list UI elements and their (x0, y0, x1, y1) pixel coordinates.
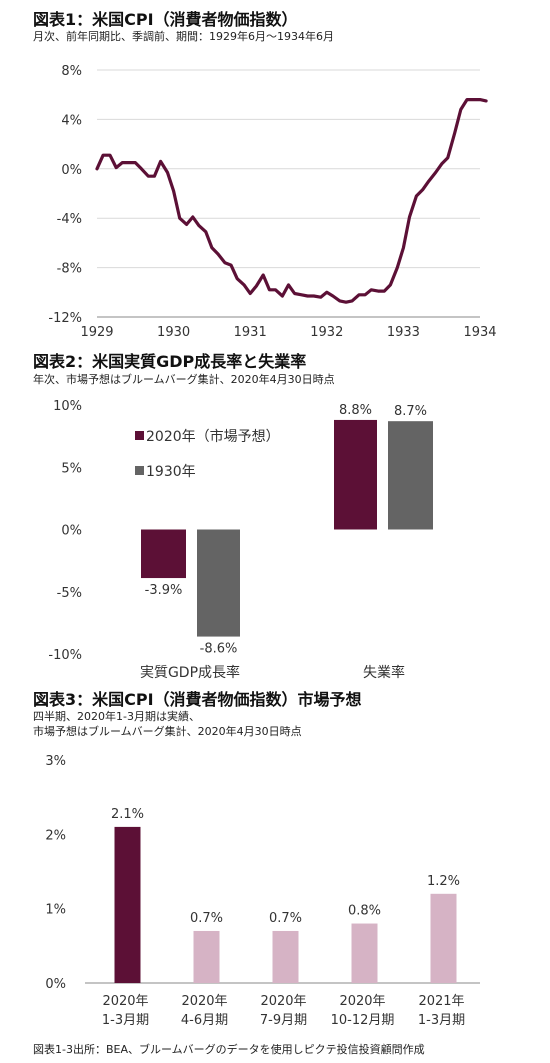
chart1-cpi-line (95, 97, 488, 304)
chart3-data-label: 1.2% (427, 874, 460, 889)
chart2-data-label: 8.8% (339, 403, 372, 418)
chart3-category-quarter: 1-3月期 (102, 1013, 149, 1028)
chart1-y-tick-label: -8% (57, 262, 82, 277)
chart1-x-tick-label: 1933 (387, 325, 420, 340)
chart3-bar (351, 923, 378, 983)
chart2-legend-label: 2020年（市場予想） (146, 428, 280, 445)
chart2-legend-label: 1930年 (146, 464, 196, 480)
chart1-x-tick-label: 1929 (80, 325, 113, 340)
chart2-y-tick-label: -5% (57, 586, 82, 601)
chart3-plot: 3% 2% 1% 0% 2.1% 2020年 1-3月期 0.7% 2020年 4-6月期 0.7%… (45, 754, 480, 1028)
chart3-category-quarter: 7-9月期 (260, 1013, 307, 1028)
chart2-bar (334, 419, 377, 530)
chart1-plot: 8% 4% 0% -4% -8% -12%1929 1930 1931 1932 1933 1934 (48, 64, 496, 340)
chart3-subtitle-line2: 市場予想はブルームバーグ集計、2020年4月30日時点 (33, 725, 302, 738)
source-footer: 図表1-3出所：BEA、ブルームバーグのデータを使用しピクテ投信投資顧問作成 (33, 1043, 425, 1056)
chart3-data-label: 2.1% (111, 807, 144, 822)
chart1-title: 図表1：米国CPI（消費者物価指数） (33, 10, 298, 29)
chart3-y-tick-label: 2% (45, 828, 66, 843)
chart1-y-tick-label: 4% (61, 113, 82, 128)
chart2-title: 図表2：米国実質GDP成長率と失業率 (33, 352, 307, 371)
chart3-bar (193, 930, 220, 983)
chart2-y-tick-label: 5% (61, 461, 82, 476)
chart1-x-tick-label: 1930 (157, 325, 190, 340)
chart2-legend-swatch (135, 431, 144, 440)
chart1-subtitle: 月次、前年同期比、季調前、期間：1929年6月～1934年6月 (33, 30, 334, 43)
chart1-y-tick-label: 8% (61, 64, 82, 79)
chart1-y-tick-label: 0% (61, 163, 82, 178)
chart3-bar (114, 826, 141, 983)
chart2-subtitle: 年次、市場予想はブルームバーグ集計、2020年4月30日時点 (33, 373, 335, 386)
chart2-category-label: 実質GDP成長率 (140, 664, 240, 681)
chart3-category-quarter: 1-3月期 (418, 1013, 465, 1028)
chart1-y-tick-label: -4% (57, 212, 82, 227)
chart2-data-label: -3.9% (145, 583, 183, 598)
chart3-bar (272, 930, 299, 983)
chart2-bar (388, 421, 433, 530)
chart1-y-tick-label: -12% (48, 311, 82, 326)
chart2-plot: 10% 5% 0% -5% -10% -3.9% -8.6% 実質GDP成長率 8.8% 8.7%… (48, 399, 433, 681)
chart3-category-quarter: 4-6月期 (181, 1013, 228, 1028)
chart3-bar (430, 893, 457, 983)
chart3-category-year: 2020年 (181, 994, 227, 1009)
chart3-category-year: 2020年 (102, 994, 148, 1009)
chart2-data-label: 8.7% (394, 404, 427, 419)
chart3-y-tick-label: 1% (45, 903, 66, 918)
chart2-category-label: 失業率 (363, 664, 405, 681)
chart2-y-tick-label: 0% (61, 524, 82, 539)
chart3-data-label: 0.8% (348, 904, 381, 919)
chart1-x-tick-label: 1932 (310, 325, 343, 340)
chart3-title: 図表3：米国CPI（消費者物価指数）市場予想 (33, 690, 362, 709)
chart3-y-tick-label: 3% (45, 754, 66, 769)
chart3-category-year: 2021年 (418, 994, 464, 1009)
chart2-data-label: -8.6% (200, 642, 238, 657)
chart3-category-year: 2020年 (339, 994, 385, 1009)
chart1-x-tick-label: 1931 (234, 325, 267, 340)
chart3-category-year: 2020年 (260, 994, 306, 1009)
chart2-y-tick-label: 10% (53, 399, 82, 414)
chart3-subtitle-line1: 四半期、2020年1-3月期は実績、 (33, 710, 200, 723)
chart2-bar (141, 529, 186, 579)
chart3-data-label: 0.7% (190, 911, 223, 926)
chart1-x-tick-label: 1934 (463, 325, 496, 340)
chart3-category-quarter: 10-12月期 (331, 1013, 395, 1028)
chart3-data-label: 0.7% (269, 911, 302, 926)
chart2-bar (197, 529, 240, 637)
chart3-y-tick-label: 0% (45, 977, 66, 992)
chart2-legend-swatch (135, 466, 144, 475)
chart2-y-tick-label: -10% (48, 648, 82, 663)
